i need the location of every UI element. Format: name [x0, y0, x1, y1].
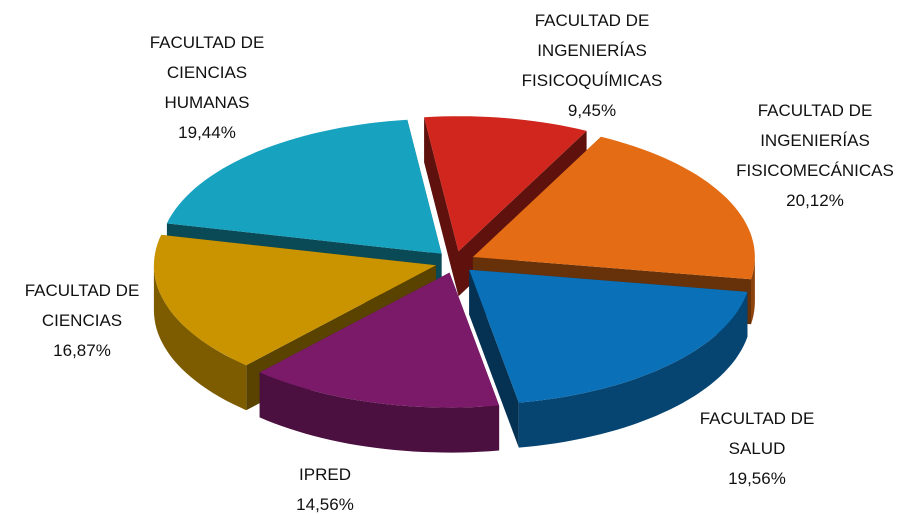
value-label: 16,87% [53, 341, 111, 360]
value-label: 20,12% [786, 191, 844, 210]
slice [424, 116, 587, 252]
slice-label: FACULTAD DE CIENCIAS HUMANAS 19,44% [87, 28, 327, 148]
slice [153, 234, 436, 366]
slice-wall [153, 265, 247, 411]
slice-wall [259, 372, 500, 453]
category-label: FACULTAD DE CIENCIAS [24, 281, 140, 330]
category-label: FACULTAD DE INGENIERÍAS FISICOQUÍMICAS [521, 11, 663, 90]
value-label: 9,45% [567, 101, 617, 120]
slice-side [424, 117, 459, 297]
category-label: FACULTAD DE CIENCIAS HUMANAS [149, 33, 265, 112]
slice [166, 119, 442, 254]
slice-label: FACULTAD DE INGENIERÍAS FISICOMECÁNICAS 2… [695, 96, 909, 216]
slice-label: IPRED 14,56% [205, 460, 445, 515]
value-label: 19,56% [728, 469, 786, 488]
value-label: 14,56% [296, 495, 354, 514]
category-label: FACULTAD DE INGENIERÍAS FISICOMECÁNICAS [736, 101, 894, 180]
slice-side [469, 269, 519, 448]
slice [259, 272, 500, 408]
slice [469, 269, 748, 403]
category-label: IPRED [299, 465, 351, 484]
slice-label: FACULTAD DE CIENCIAS 16,87% [0, 276, 202, 366]
slice-label: FACULTAD DE INGENIERÍAS FISICOQUÍMICAS 9,… [472, 6, 712, 126]
slice-wall [751, 257, 755, 325]
slice [472, 136, 755, 280]
category-label: FACULTAD DE SALUD [699, 409, 815, 458]
value-label: 19,44% [178, 123, 236, 142]
slice-label: FACULTAD DE SALUD 19,56% [637, 404, 877, 494]
slice-wall [518, 291, 748, 448]
